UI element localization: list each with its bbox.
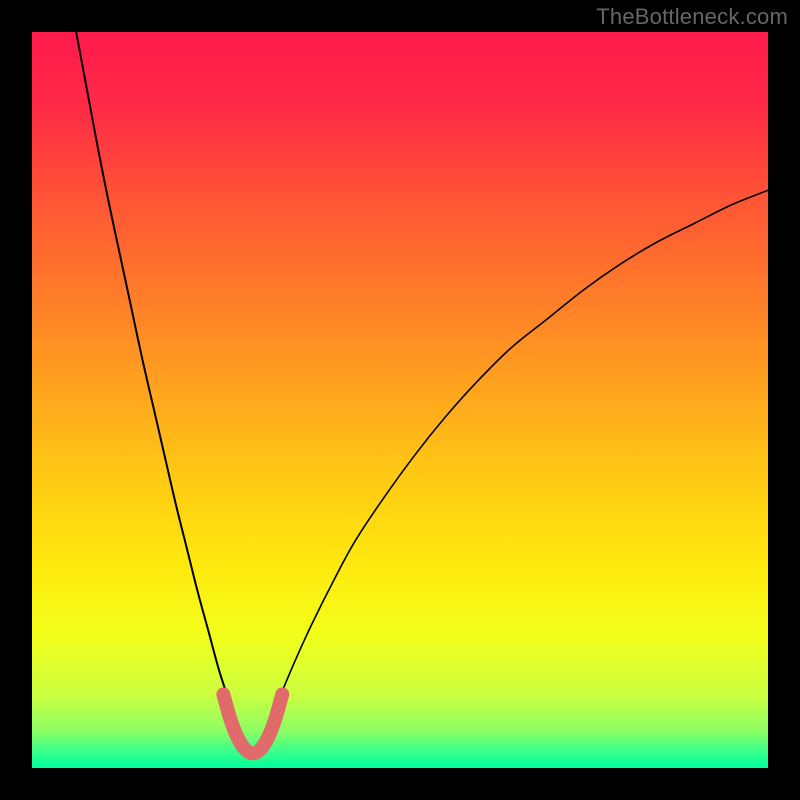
chart-container: TheBottleneck.com	[0, 0, 800, 800]
bottleneck-chart	[0, 0, 800, 800]
watermark-text: TheBottleneck.com	[596, 4, 788, 30]
gradient-panel	[32, 32, 768, 768]
